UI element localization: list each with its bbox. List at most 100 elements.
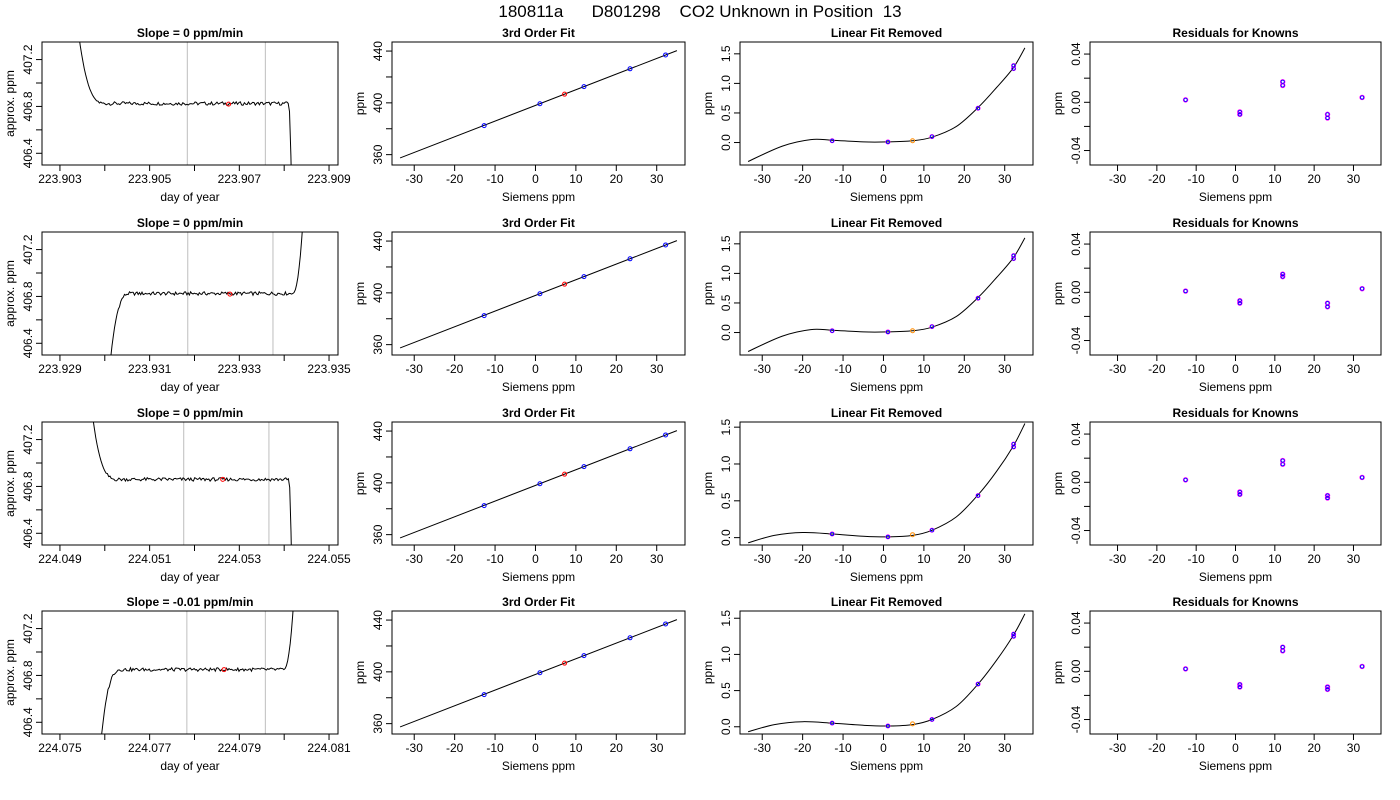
x-tick-label: 20 [958,362,972,376]
residual-point [1237,491,1243,498]
x-tick-label: 224.079 [218,741,262,755]
y-tick-label: 0.5 [719,492,733,509]
x-tick-label: -20 [446,552,464,566]
x-tick-label: 0 [880,362,887,376]
x-tick-label: -30 [1109,552,1127,566]
standard-point [481,313,487,319]
residual-point-overlay [1360,475,1365,480]
x-tick-label: -20 [794,172,812,186]
x-tick-label: 10 [1268,741,1282,755]
panel-r2-c3: Residuals for Knowns -30 -20 -10 0 10 20 30 -0.0… [1051,406,1382,584]
standard-point-overlay [976,493,981,498]
x-tick-label: 30 [998,552,1012,566]
residual-point-overlay [1237,298,1242,303]
y-axis-label: ppm [353,661,367,684]
y-tick-label: 0.0 [719,718,733,735]
y-tick-label: 407.2 [21,44,35,74]
standard-point [627,66,633,72]
y-axis-label: ppm [1051,92,1065,115]
fit-line [399,619,678,728]
x-axis-label: day of year [160,190,219,204]
fit-line [399,240,678,349]
x-tick-label: 20 [1307,552,1321,566]
x-tick-label: -10 [834,362,852,376]
y-tick-label: 0.00 [1069,470,1083,494]
x-axis-label: Siemens ppm [850,759,923,773]
x-tick-label: 0 [1232,172,1239,186]
residual-point-overlay [1325,115,1330,120]
residual-point-overlay [1325,493,1330,498]
x-axis-label: Siemens ppm [850,190,923,204]
mean-marker [220,476,226,482]
panel-title: Linear Fit Removed [831,26,942,40]
panel-title: Slope = 0 ppm/min [137,26,243,40]
standard-point [537,101,543,107]
panel-title: 3rd Order Fit [502,595,575,609]
standard-point-overlay [830,138,835,143]
x-tick-label: -20 [446,362,464,376]
x-tick-label: 224.055 [307,552,351,566]
y-axis-label: ppm [1051,661,1065,684]
x-tick-label: 10 [917,741,931,755]
residual-point [1182,288,1189,294]
x-tick-label: 30 [1347,172,1361,186]
plot-area [747,237,1026,352]
unknown-point [910,532,916,538]
standard-point-overlay [830,531,835,536]
x-tick-label: -30 [406,741,424,755]
standard-point [581,84,587,90]
standard-point-overlay [830,721,835,726]
standard-point [537,291,543,297]
x-tick-label: 224.051 [128,552,172,566]
x-tick-label: 0 [532,741,539,755]
plot-frame [391,231,686,356]
y-tick-label: -0.04 [1069,327,1083,355]
plot-frame [1089,231,1382,356]
y-tick-label: 406.4 [21,707,35,737]
y-axis-label: approx. ppm [3,70,17,137]
figure-title: 180811a D801298 CO2 Unknown in Position … [498,2,902,21]
x-tick-label: 0 [880,741,887,755]
x-tick-label: -30 [406,172,424,186]
x-tick-label: -20 [1148,362,1166,376]
fit-curve [747,613,1026,733]
residual-point [1237,684,1243,690]
x-tick-label: 10 [569,362,583,376]
x-tick-label: -10 [486,362,504,376]
x-tick-label: 30 [998,172,1012,186]
x-axis-label: Siemens ppm [502,759,575,773]
y-tick-label: 0.04 [1069,232,1083,256]
y-tick-label: 407.2 [21,424,35,454]
residual-point [1279,273,1286,280]
plot-area [79,42,292,165]
residual-point [1237,109,1243,115]
panel-title: Residuals for Knowns [1172,26,1298,40]
panel-r0-c1: 3rd Order Fit -30 -20 -10 0 10 20 30 360 400 440 Si… [353,26,686,204]
standard-point-overlay [1011,442,1016,447]
residual-point-overlay [1360,286,1365,291]
unknown-point [562,91,568,97]
y-tick-label: 406.8 [21,281,35,311]
y-tick-label: 406.8 [21,660,35,690]
y-tick-label: 407.2 [21,234,35,264]
x-tick-label: -30 [406,362,424,376]
residual-point [1237,681,1243,688]
standard-point [537,481,543,487]
residual-point [1359,474,1365,481]
x-tick-label: 30 [650,552,664,566]
y-axis-label: ppm [701,92,715,115]
x-tick-label: -30 [1109,362,1127,376]
panel-title: Residuals for Knowns [1172,216,1298,230]
standard-point-overlay [885,329,890,334]
x-axis-label: Siemens ppm [1199,190,1272,204]
standard-point-overlay [929,717,934,722]
panel-r0-c0: Slope = 0 ppm/min 223.903 223.905 223.907 22… [3,26,351,204]
standard-point-overlay [1011,634,1016,639]
y-axis-label: ppm [353,92,367,115]
y-tick-label: 1.5 [719,45,733,62]
plot-area [1182,271,1365,310]
standard-point [481,692,487,698]
residual-point [1359,285,1365,292]
panel-title: 3rd Order Fit [502,216,575,230]
x-axis-label: day of year [160,380,219,394]
